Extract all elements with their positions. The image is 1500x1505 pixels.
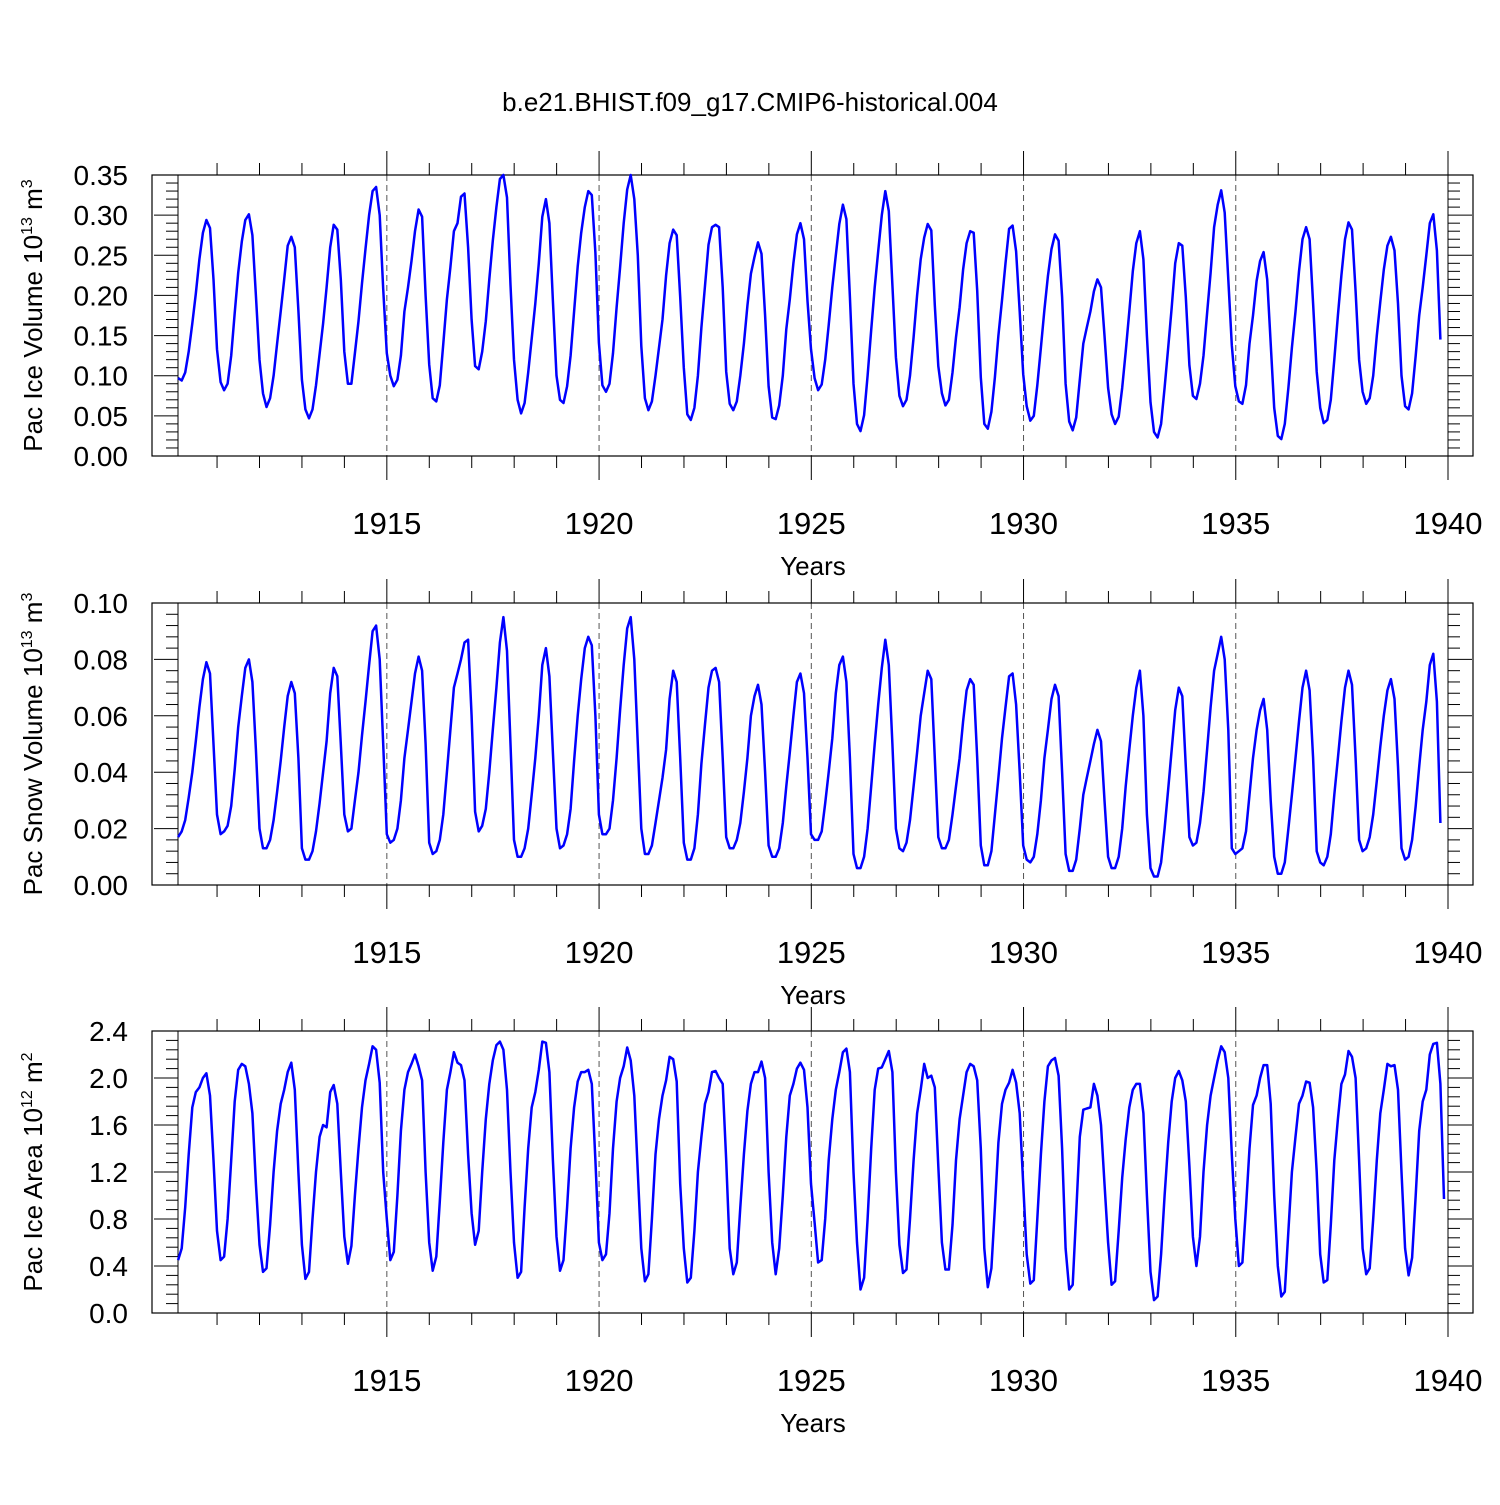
y-axis-label: Pac Ice Area 1012 m2 xyxy=(18,1052,48,1291)
x-tick-label: 1920 xyxy=(565,935,634,970)
y-axis-label: Pac Snow Volume 1013 m3 xyxy=(18,593,48,896)
y-tick-label: 0.4 xyxy=(89,1251,128,1282)
y-axis-label-part: 12 xyxy=(19,1090,36,1108)
x-tick-label: 1940 xyxy=(1414,935,1483,970)
x-tick-label: 1920 xyxy=(565,1363,634,1398)
y-tick-label: 0.10 xyxy=(74,361,129,392)
y-tick-label: 0.30 xyxy=(74,200,129,231)
x-tick-label: 1930 xyxy=(989,506,1058,541)
x-tick-label: 1925 xyxy=(777,935,846,970)
y-axis-label-part: m xyxy=(18,188,48,217)
y-tick-label: 0.15 xyxy=(74,321,129,352)
x-tick-label: 1935 xyxy=(1201,506,1270,541)
y-tick-label: 0.20 xyxy=(74,280,129,311)
panel-1: 0.00 0.05 0.10 0.15 0.20 0.25 0.30 0.35 1915 1920… xyxy=(18,151,1482,581)
y-tick-label: 0.10 xyxy=(74,588,129,619)
panel-2: 0.00 0.02 0.04 0.06 0.08 0.10 1915 1920 1925 1930… xyxy=(18,579,1482,1010)
x-tick-label: 1940 xyxy=(1414,1363,1483,1398)
y-axis-label-part: 2 xyxy=(19,1052,36,1061)
x-tick-label: 1915 xyxy=(352,506,421,541)
y-tick-label: 0.35 xyxy=(74,160,129,191)
y-tick-label: 1.6 xyxy=(89,1110,128,1141)
chart-title: b.e21.BHIST.f09_g17.CMIP6-historical.004 xyxy=(502,87,998,117)
x-axis-label: Years xyxy=(780,1408,846,1438)
y-tick-label: 0.02 xyxy=(74,814,129,845)
y-tick-label: 0.0 xyxy=(89,1298,128,1329)
x-tick-label: 1930 xyxy=(989,935,1058,970)
x-tick-label: 1935 xyxy=(1201,935,1270,970)
y-tick-label: 0.00 xyxy=(74,870,129,901)
y-axis-label-part: m xyxy=(18,602,48,631)
series-line-pac-snow-volume xyxy=(177,615,1442,878)
y-axis-label-part: Pac Ice Volume 10 xyxy=(18,235,48,452)
y-tick-label: 0.25 xyxy=(74,240,129,271)
y-tick-label: 2.4 xyxy=(89,1016,128,1047)
series-line-pac-ice-area xyxy=(176,1040,1446,1302)
y-tick-label: 0.04 xyxy=(74,757,129,788)
y-axis-label-part: 13 xyxy=(19,217,36,235)
plot-frame xyxy=(151,1030,1474,1314)
x-tick-label: 1925 xyxy=(777,506,846,541)
x-tick-label: 1935 xyxy=(1201,1363,1270,1398)
y-axis-label-part: 13 xyxy=(19,630,36,648)
y-tick-label: 1.2 xyxy=(89,1157,128,1188)
y-tick-label: 0.05 xyxy=(74,401,129,432)
y-axis-label-part: Pac Snow Volume 10 xyxy=(18,648,48,895)
y-tick-label: 2.0 xyxy=(89,1063,128,1094)
x-axis-label: Years xyxy=(780,980,846,1010)
y-tick-label: 0.08 xyxy=(74,644,129,675)
plot-frame xyxy=(151,602,1474,886)
panel-3: 0.0 0.4 0.8 1.2 1.6 2.0 2.4 1915 1920 1925 1930 193… xyxy=(18,1007,1482,1438)
y-axis-label-part: m xyxy=(18,1061,48,1090)
y-axis-label: Pac Ice Volume 1013 m3 xyxy=(18,179,48,452)
y-axis-label-part: 3 xyxy=(19,179,36,188)
y-tick-label: 0.06 xyxy=(74,701,129,732)
y-axis-label-part: Pac Ice Area 10 xyxy=(18,1108,48,1292)
x-tick-label: 1940 xyxy=(1414,506,1483,541)
y-tick-label: 0.00 xyxy=(74,441,129,472)
plot-frame xyxy=(151,174,1474,457)
x-tick-label: 1915 xyxy=(352,935,421,970)
x-tick-label: 1915 xyxy=(352,1363,421,1398)
x-axis-label: Years xyxy=(780,551,846,581)
x-tick-label: 1920 xyxy=(565,506,634,541)
series-line-pac-ice-volume xyxy=(177,173,1442,441)
y-axis-label-part: 3 xyxy=(19,593,36,602)
x-tick-label: 1925 xyxy=(777,1363,846,1398)
x-tick-label: 1930 xyxy=(989,1363,1058,1398)
y-tick-label: 0.8 xyxy=(89,1204,128,1235)
